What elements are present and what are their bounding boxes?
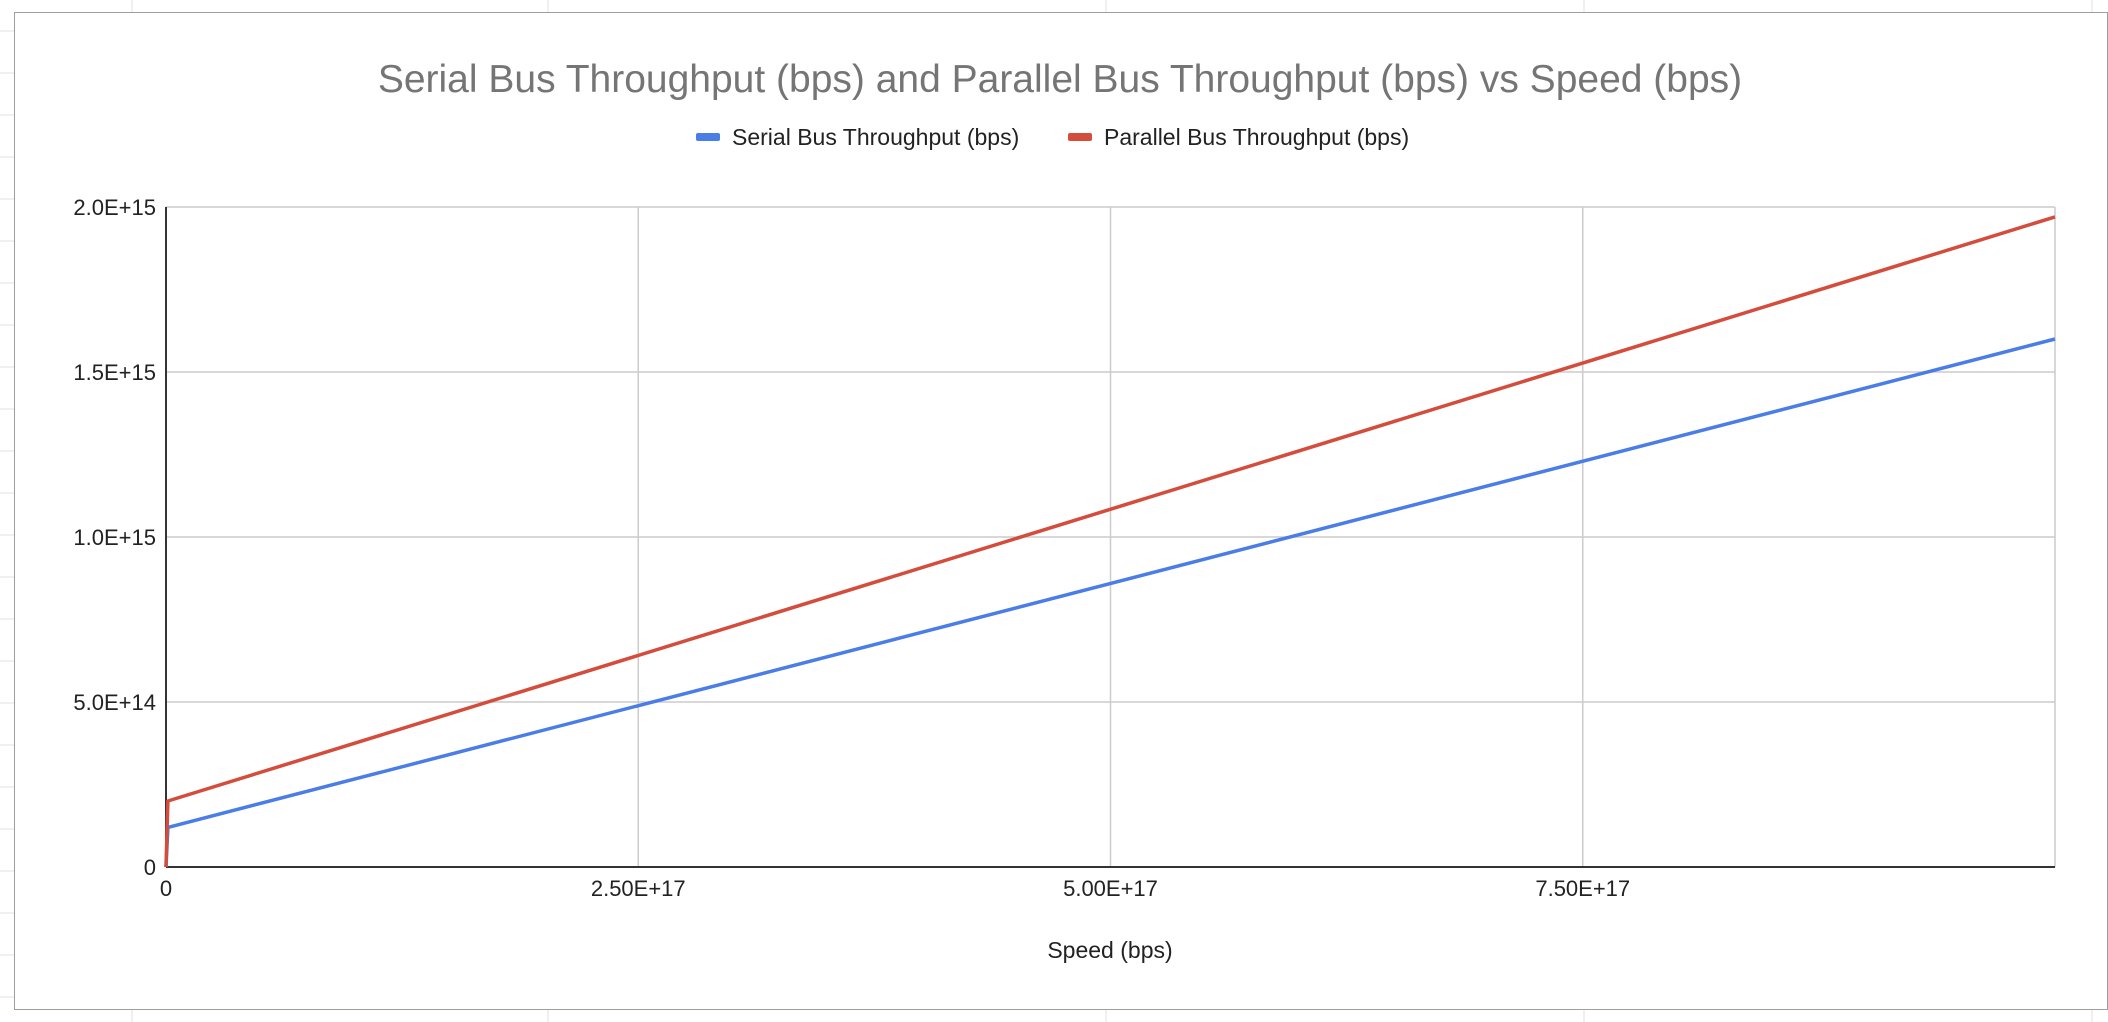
axes [165, 207, 2055, 868]
chart-title: Serial Bus Throughput (bps) and Parallel… [378, 58, 1742, 101]
series-line-parallel[interactable] [164, 215, 2056, 868]
y-tick-label: 0 [144, 855, 156, 880]
grid-lines [166, 206, 2056, 867]
series-lines [164, 215, 2056, 868]
y-tick-label: 1.5E+15 [73, 360, 156, 385]
x-axis-title: Speed (bps) [1047, 937, 1172, 963]
legend[interactable]: Serial Bus Throughput (bps) Parallel Bus … [696, 124, 1409, 150]
x-tick-label: 7.50E+17 [1535, 876, 1630, 901]
x-tick-label: 2.50E+17 [591, 876, 686, 901]
legend-label: Parallel Bus Throughput (bps) [1104, 124, 1409, 150]
legend-swatch [696, 133, 720, 141]
x-tick-label: 0 [160, 876, 172, 901]
chart-container[interactable]: Serial Bus Throughput (bps) and Parallel… [14, 12, 2108, 1010]
y-tick-label: 5.0E+14 [73, 690, 156, 715]
legend-label: Serial Bus Throughput (bps) [732, 124, 1019, 150]
y-tick-label: 1.0E+15 [73, 525, 156, 550]
y-tick-label: 2.0E+15 [73, 195, 156, 220]
legend-swatch [1068, 133, 1092, 141]
tick-labels: 0 5.0E+14 1.0E+15 1.5E+15 2.0E+15 0 2.50E+17 5.… [73, 195, 1630, 901]
chart-canvas: Serial Bus Throughput (bps) and Parallel… [73, 58, 2056, 963]
x-tick-label: 5.00E+17 [1063, 876, 1158, 901]
